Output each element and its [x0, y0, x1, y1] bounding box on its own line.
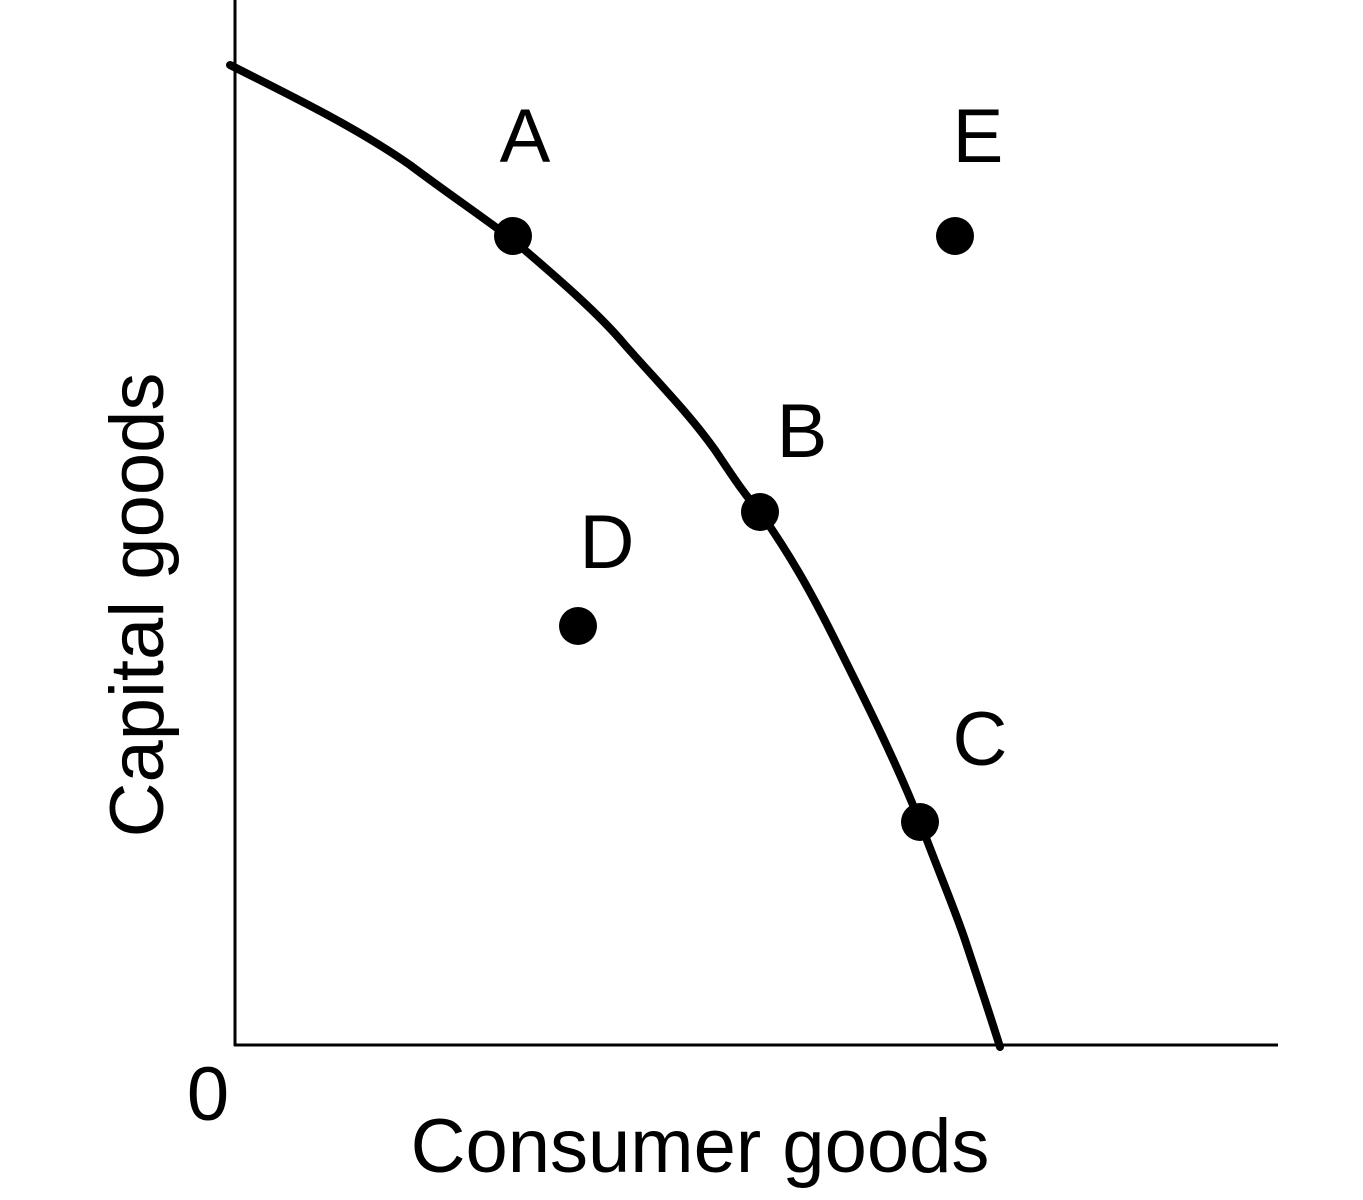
- x-axis-label: Consumer goods: [411, 1104, 990, 1189]
- y-axis-label: Capital goods: [95, 373, 180, 838]
- point-d-marker: [559, 607, 597, 645]
- point-d-label: D: [580, 500, 635, 585]
- point-b-label: B: [777, 389, 828, 474]
- ppf-curve: [226, 61, 1004, 1051]
- point-c-label: C: [953, 697, 1008, 782]
- point-c-marker: [901, 803, 939, 841]
- point-b-marker: [741, 493, 779, 531]
- point-a-label: A: [500, 94, 551, 179]
- origin-label: 0: [187, 1052, 229, 1137]
- point-e-label: E: [953, 94, 1004, 179]
- point-e-marker: [936, 217, 974, 255]
- point-a-marker: [494, 217, 532, 255]
